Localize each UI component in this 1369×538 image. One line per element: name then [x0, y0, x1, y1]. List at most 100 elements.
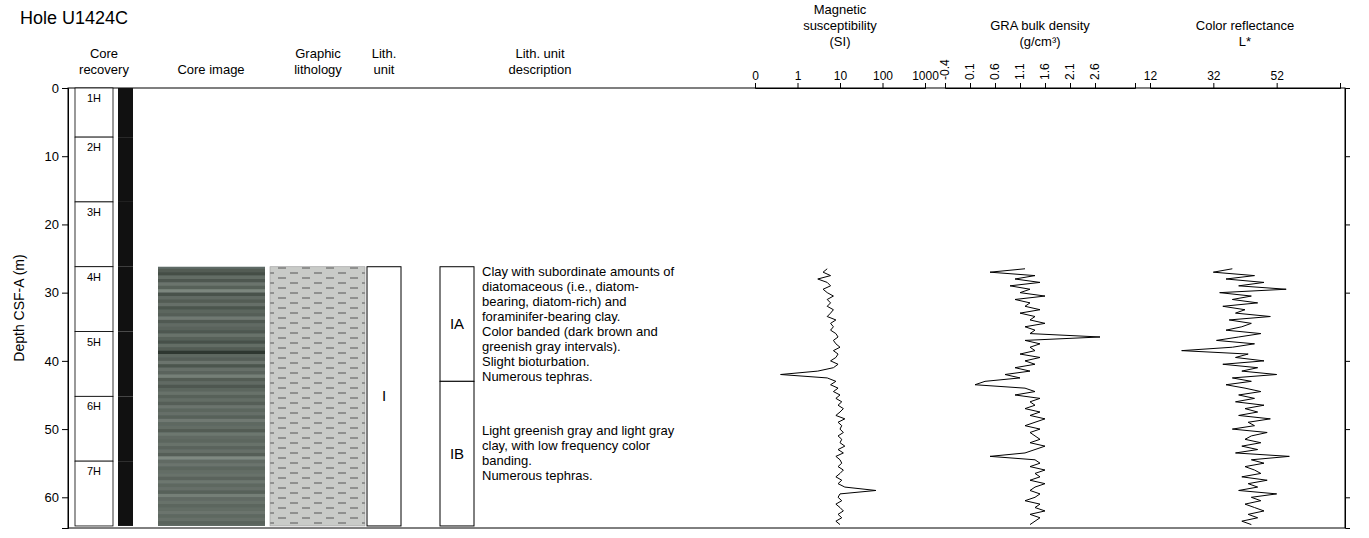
- tick-mark: [798, 83, 799, 88]
- tick-mark: [1095, 83, 1096, 88]
- figure-title: Hole U1424C: [20, 8, 128, 28]
- text-line: banding.: [482, 453, 532, 468]
- tick: 1: [795, 69, 802, 88]
- core-image-band: [158, 368, 265, 371]
- tick: 52: [1270, 69, 1284, 88]
- graphic-lithology: [270, 267, 365, 526]
- core-image-band: [158, 521, 265, 524]
- unit-label: I: [382, 387, 386, 404]
- core-image: [158, 267, 265, 526]
- core-label: 4H: [87, 271, 101, 283]
- core-box: [75, 202, 113, 267]
- core-image-band: [158, 501, 265, 504]
- core-image-band: [158, 395, 265, 398]
- track-plot: [975, 269, 1100, 525]
- tick: 50: [45, 422, 68, 437]
- core-image-band: [158, 357, 265, 360]
- core-recovery: [118, 88, 133, 137]
- core-image-band: [158, 388, 265, 391]
- text-line: recovery: [79, 62, 129, 77]
- text-line: diatomaceous (i.e., diatom-: [482, 279, 639, 294]
- tick-label: 10: [834, 69, 848, 83]
- core-image-band: [158, 511, 265, 514]
- tick: 1.6: [1038, 63, 1052, 88]
- core-image-band: [158, 463, 265, 466]
- text-line: Lith. unit: [515, 46, 565, 61]
- core-image-band: [158, 497, 265, 500]
- tick: [1345, 88, 1350, 89]
- core-recovery: [118, 396, 133, 461]
- subunit-box: [440, 267, 474, 382]
- core-image-band: [158, 303, 265, 306]
- core-image-band: [158, 470, 265, 473]
- core-image-band: [158, 293, 265, 296]
- core-recovery: [118, 202, 133, 267]
- text-line: Graphic: [295, 46, 341, 61]
- core-image-band: [158, 306, 265, 309]
- axis-line: [946, 83, 1136, 89]
- column-head: Corerecovery: [79, 46, 129, 77]
- subunit-label: IA: [450, 315, 464, 332]
- tick-mark: [1345, 361, 1350, 362]
- subunit-label: IB: [450, 445, 464, 462]
- core-image-band: [158, 487, 265, 490]
- core-image-band: [158, 422, 265, 425]
- tick-mark: [1070, 83, 1071, 88]
- text-line: greenish gray intervals).: [482, 339, 621, 354]
- track-title: Magneticsusceptibility: [803, 2, 877, 33]
- track-plot: [781, 269, 876, 525]
- tick: 1.1: [1013, 63, 1027, 88]
- tick-label: 12: [1144, 69, 1158, 83]
- column-head: Core image: [177, 62, 244, 77]
- core-label: 3H: [87, 206, 101, 218]
- track-plot: [1182, 269, 1290, 525]
- depth-axis-right: [1345, 89, 1350, 529]
- core-image-band: [158, 269, 265, 272]
- core-box: [75, 137, 113, 202]
- core-image-band: [158, 439, 265, 442]
- tick: [1345, 361, 1350, 362]
- tick-mark: [995, 83, 996, 88]
- tick-mark: [62, 156, 68, 157]
- core-image-band: [158, 272, 265, 275]
- text-line: Core image: [177, 62, 244, 77]
- tick-label: 2.6: [1088, 63, 1102, 80]
- text-line: description: [509, 62, 572, 77]
- core-label: 7H: [87, 465, 101, 477]
- core-box: [75, 88, 113, 137]
- core-image-band: [158, 429, 265, 432]
- tick: [1345, 429, 1350, 430]
- tick-label: 0.6: [988, 63, 1002, 80]
- core-image-band: [158, 378, 265, 381]
- core-image-band: [158, 426, 265, 429]
- axis-title: Depth CSF-A (m): [11, 254, 27, 361]
- tick: 0: [752, 69, 759, 88]
- core-image-band: [158, 289, 265, 292]
- text-line: unit: [374, 62, 395, 77]
- tick: 10: [45, 149, 68, 164]
- unit-description: Numerous tephras.: [482, 369, 593, 384]
- track-unit: (g/cm³): [1019, 34, 1060, 49]
- tick: 1000: [912, 69, 939, 88]
- tick-mark: [62, 497, 68, 498]
- tick-mark: [1345, 156, 1350, 157]
- core-image-band: [158, 453, 265, 456]
- track-axis: 123252: [1144, 69, 1341, 89]
- core-image-band: [158, 334, 265, 337]
- tick-label: 52: [1270, 69, 1284, 83]
- log-curve: [975, 269, 1100, 525]
- text-line: Clay with subordinate amounts of: [482, 264, 675, 279]
- tick-mark: [1345, 429, 1350, 430]
- text-line: Numerous tephras.: [482, 369, 593, 384]
- depth-axis: 0102030405060: [45, 81, 69, 529]
- tick: [1345, 224, 1350, 225]
- tick-mark: [925, 83, 926, 88]
- tick-mark: [62, 429, 68, 430]
- core-recovery: [118, 461, 133, 526]
- tick: 12: [1144, 69, 1158, 88]
- core-box: [75, 461, 113, 526]
- text-line: lithology: [294, 62, 342, 77]
- tick-label: -0.4: [938, 59, 952, 80]
- tick-mark: [62, 293, 68, 294]
- core-image-band: [158, 282, 265, 285]
